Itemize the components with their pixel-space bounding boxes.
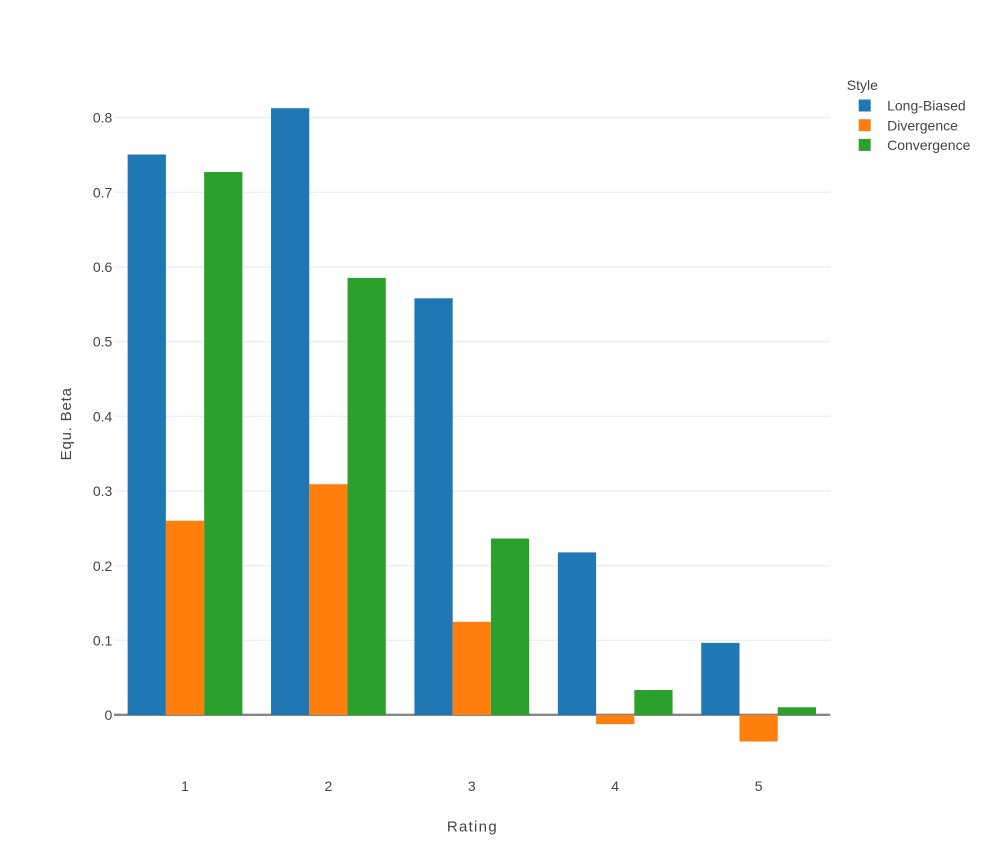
svg-text:2: 2 [325,778,333,794]
svg-text:5: 5 [755,778,763,794]
svg-text:Rating: Rating [447,818,498,835]
svg-text:0.7: 0.7 [93,184,113,200]
svg-text:Equ. Beta: Equ. Beta [58,387,75,460]
svg-text:Long-Biased: Long-Biased [887,98,966,114]
svg-text:Divergence: Divergence [887,117,958,133]
svg-text:0.8: 0.8 [93,110,113,126]
svg-text:Style: Style [847,77,878,93]
svg-text:0.3: 0.3 [93,483,113,499]
svg-text:0.5: 0.5 [93,334,113,350]
svg-text:0.4: 0.4 [93,408,113,424]
svg-text:1: 1 [181,778,189,794]
svg-text:0.6: 0.6 [93,259,113,275]
svg-text:Convergence: Convergence [887,137,970,153]
svg-text:3: 3 [468,778,476,794]
svg-text:0.1: 0.1 [93,632,113,648]
svg-text:0.2: 0.2 [93,558,113,574]
svg-text:4: 4 [611,778,619,794]
svg-text:0: 0 [105,707,113,723]
